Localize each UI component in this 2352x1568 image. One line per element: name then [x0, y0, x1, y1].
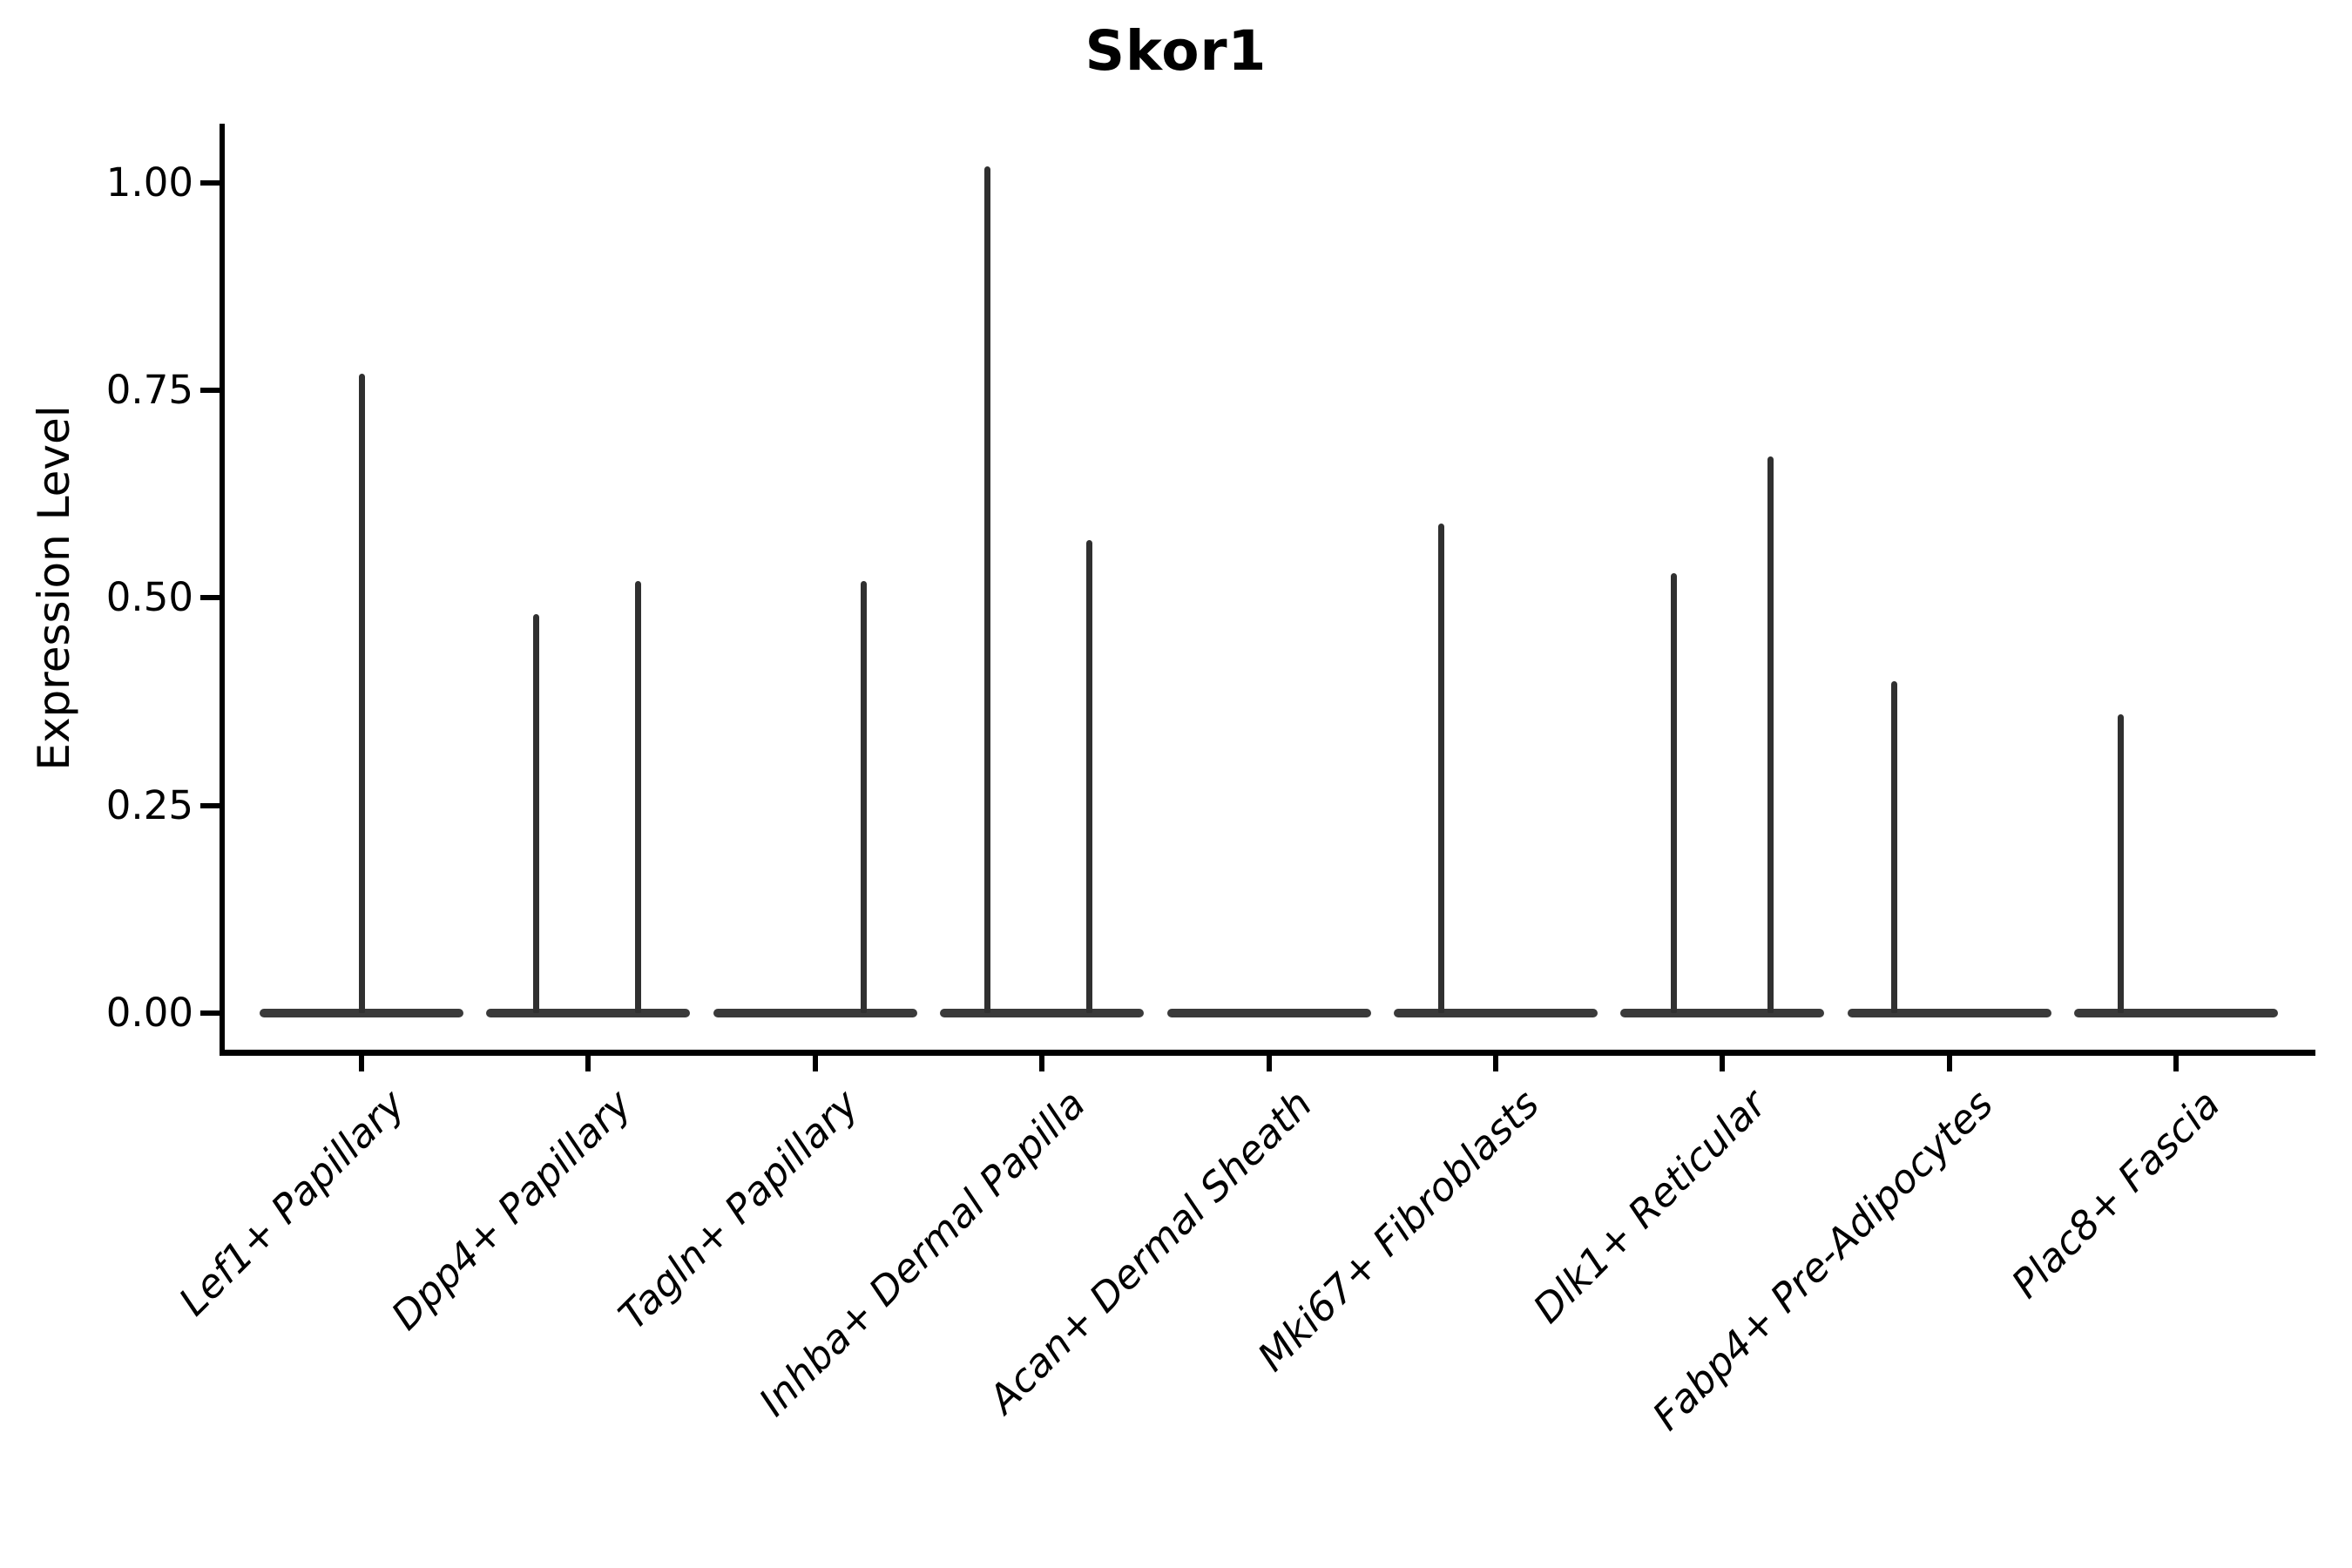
y-tick-mark	[200, 802, 220, 808]
y-tick-mark	[200, 1010, 220, 1016]
left-spine	[220, 124, 225, 1056]
violin-baseline	[713, 1009, 917, 1017]
y-tick-label: 0.00	[105, 990, 193, 1036]
x-tick-label: Dpp4+ Papillary	[382, 1080, 641, 1339]
y-tick-label: 0.25	[105, 781, 193, 828]
violin-baseline	[486, 1009, 691, 1017]
x-tick-label: Dlk1+ Reticular	[1524, 1080, 1775, 1333]
violin-spike	[1086, 539, 1093, 1013]
violin-spike	[635, 581, 642, 1013]
violin-spike	[1438, 523, 1444, 1013]
x-tick-label: Plac8+ Fascia	[2002, 1080, 2229, 1308]
violin-spike	[1670, 572, 1677, 1013]
x-tick-mark	[1493, 1056, 1498, 1071]
y-tick-mark	[200, 388, 220, 394]
violin-baseline	[1620, 1009, 1825, 1017]
violin-spike	[358, 374, 365, 1013]
x-tick-label: Lef1+ Papillary	[170, 1080, 415, 1325]
violin-spike	[533, 614, 539, 1013]
x-tick-label: Tagln+ Papillary	[610, 1080, 868, 1339]
violin-baseline	[1394, 1009, 1598, 1017]
x-tick-mark	[359, 1056, 364, 1071]
violin-baseline	[260, 1009, 463, 1017]
x-tick-mark	[1720, 1056, 1726, 1071]
y-tick-label: 1.00	[105, 159, 193, 206]
violin-spike	[1767, 456, 1774, 1013]
violin-spike	[984, 166, 991, 1013]
x-tick-mark	[1266, 1056, 1272, 1071]
x-tick-mark	[2173, 1056, 2180, 1071]
bottom-spine	[220, 1050, 2315, 1056]
violin-spike	[861, 581, 868, 1013]
x-tick-mark	[1039, 1056, 1045, 1071]
violin-baseline	[1166, 1009, 1371, 1017]
violin-spike	[1890, 680, 1897, 1013]
violin-baseline	[940, 1009, 1145, 1017]
y-tick-mark	[200, 595, 220, 601]
violin-spike	[2117, 713, 2124, 1013]
y-tick-label: 0.50	[105, 574, 193, 621]
y-tick-label: 0.75	[105, 367, 193, 414]
y-tick-mark	[200, 179, 220, 186]
x-tick-mark	[812, 1056, 818, 1071]
violin-baseline	[2074, 1009, 2279, 1017]
x-tick-mark	[1946, 1056, 1952, 1071]
violin-baseline	[1847, 1009, 2051, 1017]
x-tick-mark	[585, 1056, 591, 1071]
chart-title: Skor1	[1085, 19, 1267, 83]
